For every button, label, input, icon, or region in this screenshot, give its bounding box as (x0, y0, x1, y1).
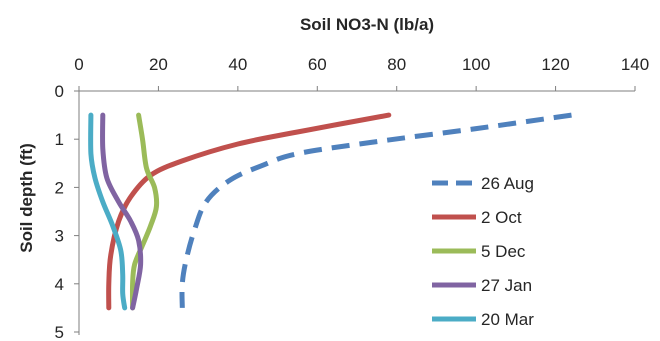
x-tick-label: 120 (541, 55, 569, 74)
x-axis-title: Soil NO3-N (lb/a) (300, 15, 434, 34)
legend-label-2-oct: 2 Oct (481, 208, 522, 227)
legend-label-20-mar: 20 Mar (481, 310, 534, 329)
series-line-27-jan (100, 112, 144, 311)
series-line-5-dec (129, 112, 160, 311)
x-tick-label: 0 (74, 55, 83, 74)
x-tick-label: 60 (308, 55, 327, 74)
y-tick-label: 2 (55, 178, 64, 197)
y-tick-label: 0 (55, 82, 64, 101)
x-tick-label: 140 (621, 55, 649, 74)
series-line-26-aug (179, 112, 572, 308)
x-tick-label: 100 (462, 55, 490, 74)
legend-label-5-dec: 5 Dec (481, 242, 526, 261)
y-tick-label: 1 (55, 130, 64, 149)
x-tick-label: 80 (387, 55, 406, 74)
y-tick-label: 3 (55, 227, 64, 246)
x-tick-label: 40 (228, 55, 247, 74)
y-tick-label: 5 (55, 323, 64, 341)
legend-label-27-jan: 27 Jan (481, 276, 532, 295)
series-line-20-mar (88, 112, 128, 311)
x-tick-label: 20 (149, 55, 168, 74)
legend-label-26-aug: 26 Aug (481, 174, 534, 193)
series-line-2-oct (106, 112, 392, 311)
y-axis-title: Soil depth (ft) (17, 143, 36, 253)
y-tick-label: 4 (55, 275, 64, 294)
